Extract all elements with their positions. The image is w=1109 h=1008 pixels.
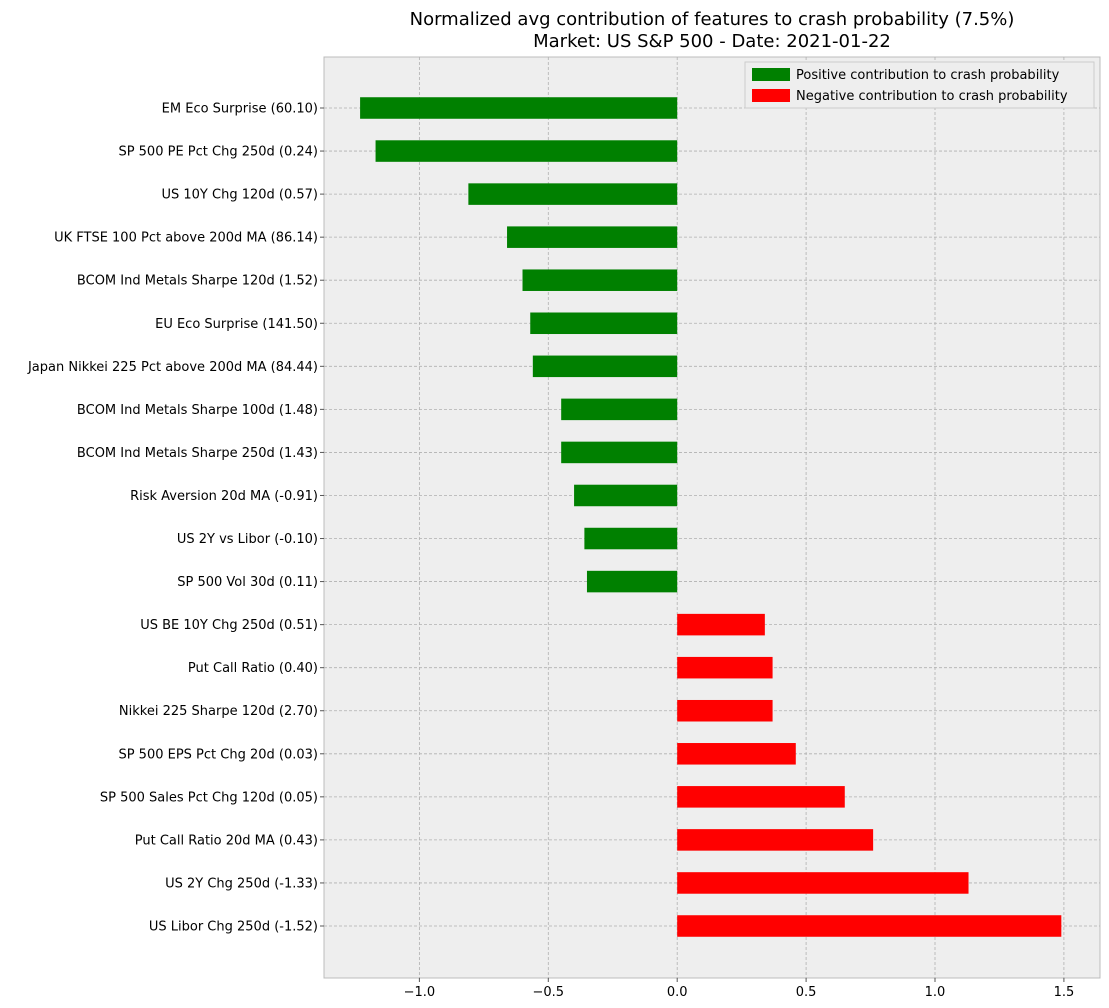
legend-swatch-positive <box>752 68 790 81</box>
y-tick-label-18: US 2Y Chg 250d (-1.33) <box>165 876 318 891</box>
y-tick-label-2: US 10Y Chg 120d (0.57) <box>161 188 318 203</box>
y-tick-label-16: SP 500 Sales Pct Chg 120d (0.05) <box>100 790 318 805</box>
y-tick-label-5: EU Eco Surprise (141.50) <box>155 317 318 332</box>
bar-18 <box>677 872 969 894</box>
bar-7 <box>561 398 678 421</box>
y-tick-label-3: UK FTSE 100 Pct above 200d MA (86.14) <box>54 231 318 246</box>
y-tick-label-1: SP 500 PE Pct Chg 250d (0.24) <box>118 145 318 160</box>
y-tick-label-6: Japan Nikkei 225 Pct above 200d MA (84.4… <box>27 360 318 375</box>
bar-9 <box>574 484 678 507</box>
legend-label-positive: Positive contribution to crash probabili… <box>796 68 1060 83</box>
bar-2 <box>468 183 678 205</box>
x-tick-label-0: −1.0 <box>404 985 436 1000</box>
x-tick-label-5: 1.5 <box>1054 985 1075 1000</box>
grid-lines <box>324 57 1100 978</box>
y-tick-labels: EM Eco Surprise (60.10) SP 500 PE Pct Chg… <box>27 102 324 935</box>
chart-subtitle: Market: US S&P 500 - Date: 2021-01-22 <box>533 31 891 52</box>
x-ticks: −1.0 −0.5 0.0 0.5 1.0 1.5 <box>404 978 1075 1000</box>
legend: Positive contribution to crash probabili… <box>744 61 1095 109</box>
chart-title: Normalized avg contribution of features … <box>410 9 1015 30</box>
plot-area <box>323 56 1101 979</box>
bar-16 <box>677 786 845 808</box>
bar-17 <box>677 829 874 851</box>
bar-13 <box>677 656 773 679</box>
bar-6 <box>532 355 678 378</box>
bars <box>360 97 1062 937</box>
y-tick-label-7: BCOM Ind Metals Sharpe 100d (1.48) <box>77 403 318 418</box>
bar-11 <box>586 570 678 593</box>
x-tick-label-3: 0.5 <box>796 985 817 1000</box>
bar-3 <box>507 226 678 248</box>
y-tick-label-10: US 2Y vs Libor (-0.10) <box>177 532 318 547</box>
y-tick-label-15: SP 500 EPS Pct Chg 20d (0.03) <box>118 747 318 762</box>
x-tick-label-1: −0.5 <box>533 985 565 1000</box>
y-tick-label-14: Nikkei 225 Sharpe 120d (2.70) <box>119 704 318 719</box>
bar-1 <box>375 140 678 162</box>
y-tick-label-0: EM Eco Surprise (60.10) <box>162 102 318 117</box>
y-tick-label-12: US BE 10Y Chg 250d (0.51) <box>140 618 318 633</box>
bar-8 <box>561 441 678 464</box>
y-tick-label-8: BCOM Ind Metals Sharpe 250d (1.43) <box>77 446 318 461</box>
y-tick-label-4: BCOM Ind Metals Sharpe 120d (1.52) <box>77 274 318 289</box>
bar-0 <box>360 97 678 119</box>
legend-box <box>744 61 1095 109</box>
y-tick-label-19: US Libor Chg 250d (-1.52) <box>149 920 318 935</box>
y-tick-label-9: Risk Aversion 20d MA (-0.91) <box>130 489 318 504</box>
bar-15 <box>677 743 796 765</box>
x-tick-label-4: 1.0 <box>925 985 946 1000</box>
bar-4 <box>522 269 678 291</box>
bar-14 <box>677 699 773 722</box>
y-tick-label-13: Put Call Ratio (0.40) <box>188 661 318 676</box>
y-tick-label-17: Put Call Ratio 20d MA (0.43) <box>135 833 318 848</box>
legend-label-negative: Negative contribution to crash probabili… <box>796 89 1068 104</box>
y-tick-label-11: SP 500 Vol 30d (0.11) <box>177 575 318 590</box>
legend-swatch-negative <box>752 89 790 102</box>
x-tick-label-2: 0.0 <box>667 985 688 1000</box>
bar-10 <box>584 527 678 550</box>
bar-12 <box>677 613 765 636</box>
bar-5 <box>530 312 678 335</box>
bar-19 <box>677 915 1062 937</box>
